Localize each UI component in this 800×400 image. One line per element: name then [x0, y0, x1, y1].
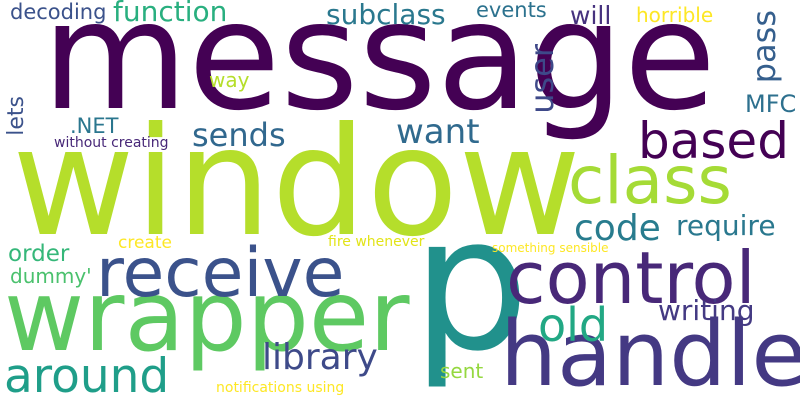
word-without-creating: without creating — [54, 136, 169, 150]
word-around: around — [4, 353, 169, 400]
word-old: old — [538, 302, 608, 348]
word-pass: pass — [748, 10, 780, 83]
word-way: way — [209, 70, 249, 90]
word-fire-whenever: fire whenever — [328, 235, 424, 249]
word-user: user — [526, 44, 558, 114]
word-function: function — [113, 0, 227, 26]
word-want: want — [396, 115, 480, 149]
word-dummy: dummy' — [10, 266, 92, 286]
word-decoding: decoding — [10, 2, 106, 23]
word-will: will — [570, 3, 611, 28]
word-subclass: subclass — [326, 1, 446, 29]
word-order: order — [8, 243, 69, 266]
word-sends: sends — [192, 119, 286, 151]
word-create: create — [118, 235, 172, 252]
word-writing: writing — [658, 297, 754, 325]
word-events: events — [476, 0, 547, 21]
word-notifications-using: notifications using — [216, 381, 344, 395]
word-mfc: MFC — [745, 92, 796, 116]
word-based: based — [638, 116, 789, 166]
word-horrible: horrible — [636, 5, 713, 25]
word-net: .NET — [70, 116, 118, 137]
word-sent: sent — [440, 361, 483, 381]
word-lets: lets — [6, 96, 28, 136]
word-require: require — [676, 212, 776, 240]
word-something-sensible: something sensible — [492, 242, 609, 254]
word-library: library — [262, 340, 378, 376]
